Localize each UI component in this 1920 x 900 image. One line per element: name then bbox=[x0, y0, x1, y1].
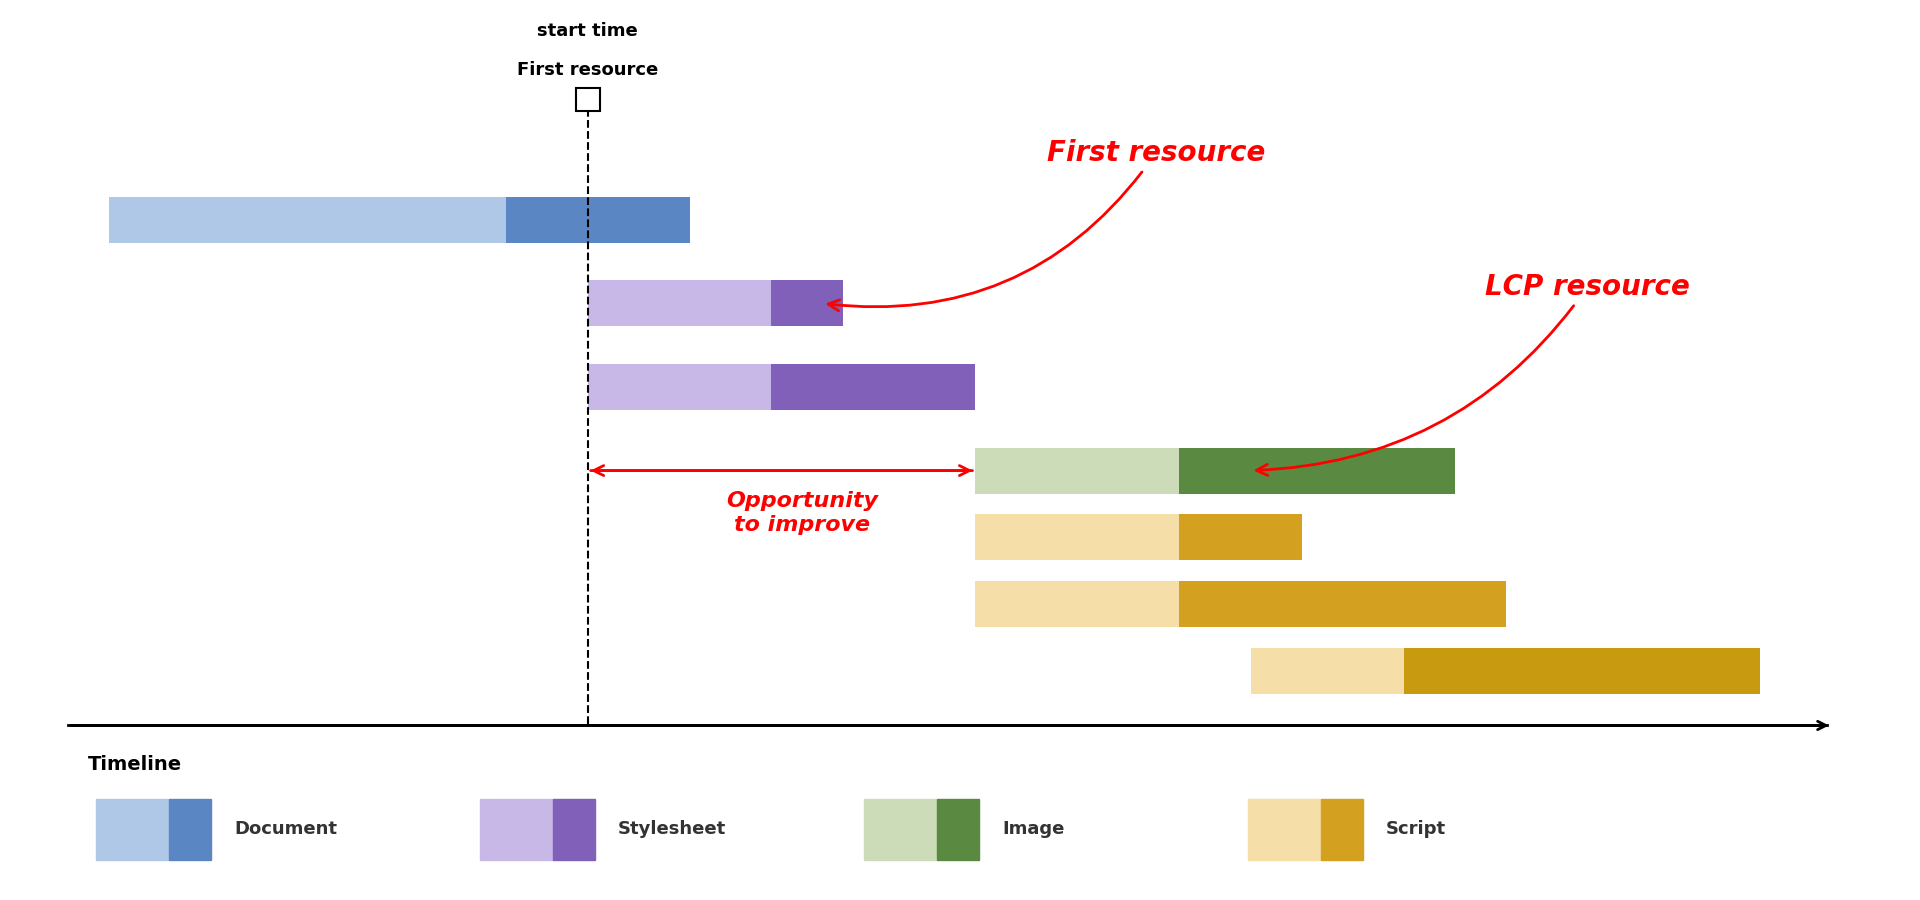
Bar bbox=[1250, 648, 1404, 694]
Text: Image: Image bbox=[1002, 821, 1064, 839]
Bar bbox=[772, 364, 975, 410]
Bar bbox=[1179, 581, 1505, 627]
Text: Stylesheet: Stylesheet bbox=[618, 821, 726, 839]
Bar bbox=[507, 197, 689, 243]
Text: First resource: First resource bbox=[828, 139, 1265, 310]
Bar bbox=[1179, 447, 1455, 493]
Bar bbox=[109, 197, 507, 243]
Bar bbox=[1321, 799, 1363, 860]
Bar bbox=[975, 581, 1179, 627]
Text: Opportunity
to improve: Opportunity to improve bbox=[726, 491, 877, 535]
Bar bbox=[576, 88, 601, 112]
Bar bbox=[975, 515, 1179, 561]
Bar bbox=[1248, 799, 1321, 860]
Bar bbox=[1179, 515, 1302, 561]
Bar bbox=[588, 281, 772, 327]
Bar bbox=[937, 799, 979, 860]
Bar bbox=[169, 799, 211, 860]
Text: First resource: First resource bbox=[516, 61, 659, 79]
Text: Document: Document bbox=[234, 821, 338, 839]
Bar bbox=[588, 364, 772, 410]
Bar bbox=[1404, 648, 1761, 694]
Text: Script: Script bbox=[1386, 821, 1446, 839]
Bar bbox=[96, 799, 169, 860]
Bar bbox=[480, 799, 553, 860]
Text: LCP resource: LCP resource bbox=[1256, 273, 1690, 475]
Bar bbox=[772, 281, 843, 327]
Bar bbox=[864, 799, 937, 860]
Text: start time: start time bbox=[538, 22, 637, 40]
Bar bbox=[553, 799, 595, 860]
Text: Timeline: Timeline bbox=[88, 755, 182, 774]
Bar bbox=[975, 447, 1179, 493]
